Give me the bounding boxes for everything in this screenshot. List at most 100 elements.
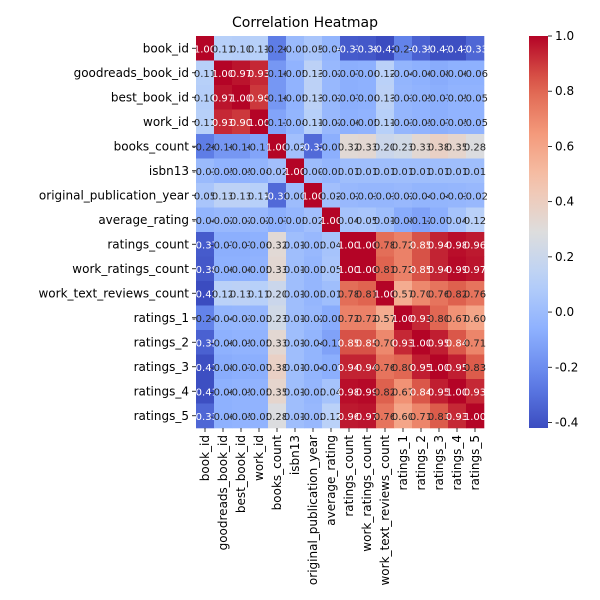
- cell-value-label: 0.97: [212, 93, 234, 104]
- cell-value-label: 1.00: [338, 265, 360, 276]
- heatmap-cell: [304, 36, 323, 61]
- cell-value-label: -0.05: [444, 118, 470, 129]
- heatmap-cell: [304, 379, 323, 404]
- heatmap-cell: [412, 256, 431, 282]
- heatmap-cell: [286, 281, 305, 306]
- heatmap-cell: [286, 330, 305, 355]
- cell-value-label: -0.06: [210, 338, 236, 349]
- heatmap-cell: [394, 60, 413, 86]
- heatmap-cell: [376, 158, 395, 184]
- heatmap-cell: [340, 158, 359, 184]
- cell-value-label: 1.00: [356, 240, 378, 251]
- heatmap-cell: [322, 403, 341, 429]
- heatmap-cell: [430, 183, 449, 208]
- heatmap-cell: [358, 232, 377, 257]
- cell-value-label: 1.00: [338, 240, 360, 251]
- heatmap-cell: [466, 403, 485, 429]
- cell-value-label: 0.01: [284, 363, 306, 374]
- heatmap-cell: [412, 60, 431, 86]
- cell-value-label: 0.78: [374, 240, 396, 251]
- heatmap-cell: [322, 232, 341, 257]
- heatmap-cell: [286, 134, 305, 159]
- cell-value-label: -0.02: [300, 314, 326, 325]
- cell-value-label: -0.08: [318, 314, 344, 325]
- heatmap-cell: [394, 256, 413, 282]
- cell-value-label: -0.06: [210, 265, 236, 276]
- x-tick-label: ratings_5: [468, 435, 482, 490]
- cell-value-label: 0.33: [266, 338, 288, 349]
- heatmap-cell: [304, 330, 323, 355]
- heatmap-cell: [448, 305, 467, 331]
- heatmap-cell: [466, 379, 485, 404]
- y-tick-label: best_book_id: [111, 90, 189, 104]
- heatmap-cell: [340, 85, 359, 110]
- heatmap-cell: [322, 134, 341, 159]
- cell-value-label: -0.06: [462, 69, 488, 80]
- y-tick-label: work_text_reviews_count: [38, 286, 189, 300]
- heatmap-cell: [358, 305, 377, 331]
- heatmap-cell: [214, 354, 233, 380]
- cell-value-label: -0.05: [228, 167, 254, 178]
- cell-value-label: -0.32: [264, 191, 290, 202]
- cell-value-label: -0.04: [408, 191, 434, 202]
- heatmap-cell: [286, 85, 305, 110]
- cell-value-label: -0.24: [390, 44, 416, 55]
- cell-value-label: 0.11: [248, 44, 270, 55]
- heatmap-cell: [394, 158, 413, 184]
- cell-value-label: 0.13: [212, 191, 234, 202]
- cell-value-label: 0.85: [356, 338, 378, 349]
- heatmap-cell: [448, 403, 467, 429]
- cell-value-label: -0.03: [228, 314, 254, 325]
- heatmap-cell: [376, 134, 395, 159]
- colorbar-tick-label: 0.2: [555, 250, 574, 264]
- cell-value-label: 0.67: [392, 387, 414, 398]
- heatmap-cell: [286, 305, 305, 331]
- heatmap-cell: [214, 281, 233, 306]
- colorbar: [529, 36, 548, 428]
- heatmap-cell: [412, 354, 431, 380]
- heatmap-cell: [412, 85, 431, 110]
- cell-value-label: 0.93: [248, 69, 270, 80]
- heatmap-cell: [196, 379, 215, 404]
- cell-value-label: -0.04: [282, 118, 308, 129]
- cell-value-label: 0.97: [464, 265, 486, 276]
- heatmap-cell: [304, 183, 323, 208]
- cell-value-label: -0.03: [372, 191, 398, 202]
- cell-value-label: 0.23: [392, 142, 414, 153]
- heatmap-cell: [340, 379, 359, 404]
- cell-value-label: 1.00: [248, 118, 270, 129]
- cell-value-label: 0.95: [446, 363, 468, 374]
- cell-value-label: 0.90: [230, 118, 252, 129]
- cell-value-label: -0.05: [354, 118, 380, 129]
- cell-value-label: -0.05: [228, 412, 254, 423]
- heatmap-cell: [286, 379, 305, 404]
- heatmap-cell: [412, 281, 431, 306]
- cell-value-label: -0.26: [192, 142, 218, 153]
- heatmap-cell: [340, 256, 359, 282]
- heatmap-cell: [412, 109, 431, 135]
- heatmap-cell: [448, 85, 467, 110]
- heatmap-cell: [322, 109, 341, 135]
- heatmap-cell: [430, 158, 449, 184]
- heatmap-cell: [448, 60, 467, 86]
- cell-value-label: 0.76: [374, 363, 396, 374]
- heatmap-cell: [466, 158, 485, 184]
- heatmap-cell: [466, 207, 485, 233]
- y-tick-label: ratings_5: [134, 409, 189, 423]
- heatmap-cell: [196, 330, 215, 355]
- heatmap-cell: [466, 281, 485, 306]
- cell-value-label: -0.05: [408, 93, 434, 104]
- cell-value-label: 0.04: [320, 240, 342, 251]
- heatmap-cell: [250, 85, 269, 110]
- heatmap-cell: [268, 158, 287, 184]
- y-tick-label: original_publication_year: [39, 188, 189, 202]
- heatmap-cell: [232, 305, 251, 331]
- cell-value-label: 0.81: [374, 265, 396, 276]
- cell-value-label: -0.02: [318, 69, 344, 80]
- heatmap-cell: [448, 158, 467, 184]
- cell-value-label: -0.03: [390, 118, 416, 129]
- cell-value-label: -0.03: [246, 314, 272, 325]
- heatmap-cell: [268, 354, 287, 380]
- heatmap-cell: [358, 109, 377, 135]
- heatmap-cell: [448, 232, 467, 257]
